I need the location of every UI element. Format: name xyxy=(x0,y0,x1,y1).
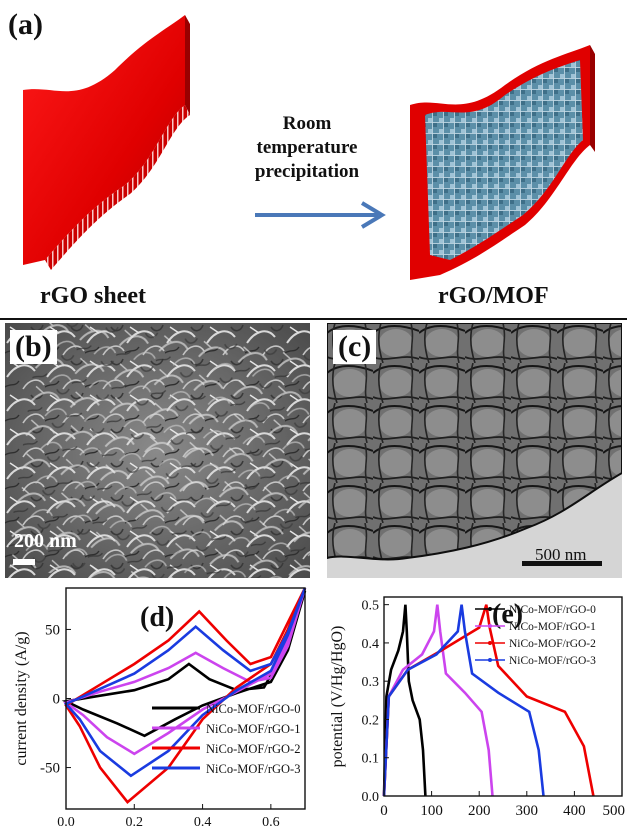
gcd-series-3 xyxy=(382,604,545,797)
process-arrow xyxy=(255,201,386,229)
gcd-legend-marker xyxy=(488,624,492,628)
gcd-x-tick-label: 400 xyxy=(563,803,586,819)
rgo-sheet-caption: rGO sheet xyxy=(40,283,146,309)
cv-y-tick-label: 50 xyxy=(45,622,60,638)
gcd-chart: 0 100 200 300 400 500 0.0 0.1 0.2 0.3 0.4 0.5 potent… xyxy=(329,596,626,819)
cv-y-axis-label: current density (A/g) xyxy=(13,631,30,765)
gcd-x-tick-label: 200 xyxy=(468,803,491,819)
arrow-caption-line-3: precipitation xyxy=(254,161,360,182)
sem-scale-bar-label: 200 nm xyxy=(14,530,77,552)
gcd-y-tick-label: 0.3 xyxy=(362,675,380,690)
gcd-legend-label: NiCo-MOF/rGO-1 xyxy=(509,621,596,633)
rgo-mof-caption: rGO/MOF xyxy=(438,283,549,309)
cv-legend-label: NiCo-MOF/rGO-0 xyxy=(206,702,300,716)
gcd-y-tick-label: 0.1 xyxy=(362,752,380,767)
gcd-series-2 xyxy=(382,604,595,797)
cv-panel-label: (d) xyxy=(140,602,174,633)
cv-y-tick-label: -50 xyxy=(40,761,60,777)
rgo-sheet-illustration xyxy=(23,15,190,270)
gcd-y-axis-label: potential (V/Hg/HgO) xyxy=(329,626,346,768)
cv-legend-label: NiCo-MOF/rGO-1 xyxy=(206,722,300,736)
gcd-legend-marker xyxy=(488,658,492,662)
cv-legend-label: NiCo-MOF/rGO-2 xyxy=(206,742,300,756)
gcd-series-1 xyxy=(382,604,494,797)
arrow-caption-line-1: Room xyxy=(282,113,332,134)
panel-c-label: (c) xyxy=(333,330,377,364)
panel-b-label: (b) xyxy=(10,330,57,364)
gcd-x-tick-label: 100 xyxy=(420,803,443,819)
gcd-y-tick-label: 0.0 xyxy=(362,790,380,805)
gcd-legend-label: NiCo-MOF/rGO-0 xyxy=(509,604,596,616)
gcd-plot-frame xyxy=(383,596,623,797)
gcd-legend-marker xyxy=(488,607,492,611)
gcd-y-tick-label: 0.5 xyxy=(362,599,380,614)
arrow-caption: Room temperature precipitation xyxy=(232,112,382,184)
panel-a-label: (a) xyxy=(8,8,43,41)
rgo-mof-illustration xyxy=(410,45,595,280)
gcd-legend-label: NiCo-MOF/rGO-2 xyxy=(509,638,596,650)
gcd-legend-marker xyxy=(488,641,492,645)
sem-micrograph xyxy=(5,323,310,578)
cv-x-tick-label: 0.6 xyxy=(262,815,280,829)
cv-x-tick-label: 0.4 xyxy=(194,815,212,829)
cv-legend-label: NiCo-MOF/rGO-3 xyxy=(206,762,300,776)
gcd-x-tick-label: 0 xyxy=(380,803,388,819)
gcd-y-tick-label: 0.2 xyxy=(362,713,380,728)
cv-chart: 0.0 0.2 0.4 0.6 50 0 -50 current density (A/g) (… xyxy=(13,587,307,829)
gcd-series-0 xyxy=(382,604,427,797)
gcd-x-tick-label: 300 xyxy=(516,803,539,819)
gcd-y-tick-label: 0.4 xyxy=(362,637,380,652)
tem-scale-bar-label: 500 nm xyxy=(535,545,587,564)
cv-x-tick-label: 0.0 xyxy=(57,815,75,829)
gcd-legend-label: NiCo-MOF/rGO-3 xyxy=(509,655,596,667)
panel-divider xyxy=(0,318,627,320)
arrow-caption-line-2: temperature xyxy=(256,137,358,158)
cv-y-tick-label: 0 xyxy=(53,692,61,708)
cv-x-tick-label: 0.2 xyxy=(126,815,144,829)
gcd-x-tick-label: 500 xyxy=(603,803,626,819)
tem-micrograph xyxy=(327,323,622,578)
gcd-panel-label: (e) xyxy=(492,599,523,630)
